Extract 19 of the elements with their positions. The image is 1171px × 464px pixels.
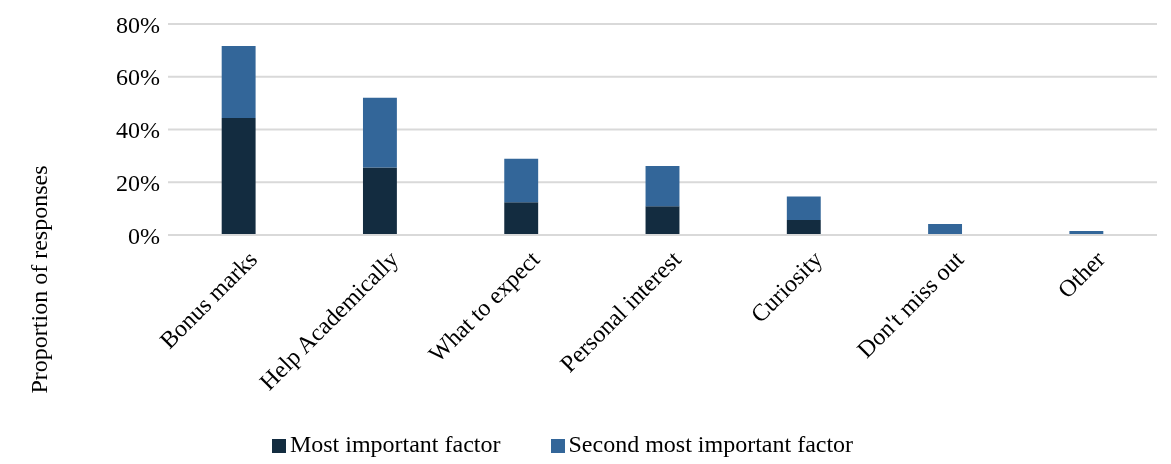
bar (645, 206, 680, 235)
y-tick-label: 20% (116, 169, 160, 196)
bar (221, 117, 256, 235)
legend-label: Most important factor (289, 431, 501, 457)
bar (786, 196, 821, 220)
bar (362, 167, 397, 235)
bar (504, 202, 539, 235)
legend-label: Second most important factor (568, 431, 854, 457)
bar (504, 158, 539, 203)
bar (645, 165, 680, 207)
y-tick-label: 0% (128, 222, 160, 249)
bar (786, 219, 821, 235)
bar (221, 45, 256, 118)
bar (928, 223, 963, 235)
bar (362, 97, 397, 168)
y-axis-title: Proportion of responses (25, 165, 52, 394)
y-tick-label: 80% (116, 11, 160, 38)
y-tick-label: 40% (116, 117, 160, 144)
y-tick-label: 60% (116, 64, 160, 91)
